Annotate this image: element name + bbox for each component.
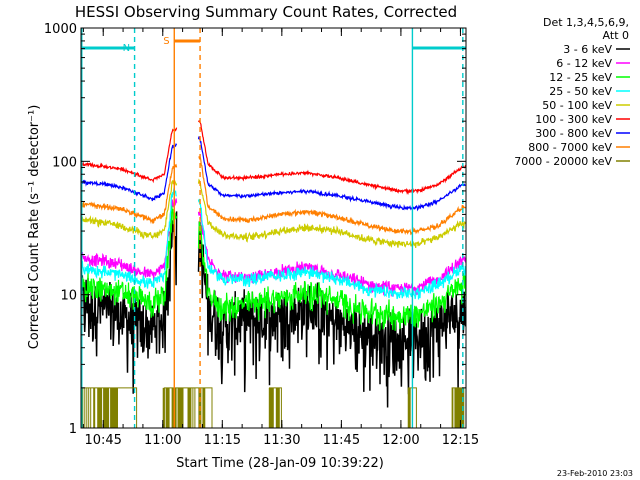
series-50-100-kev-line — [81, 177, 466, 248]
series-12-25-kev-line — [81, 205, 467, 331]
y-tick-label-100: 100 — [52, 155, 77, 170]
legend-label-3-6-kev: 3 - 6 keV — [563, 43, 612, 56]
x-axis-label: Start Time (28-Jan-09 10:39:22) — [176, 456, 384, 471]
night-label: N — [123, 43, 130, 54]
series-25-50-kev-line — [81, 187, 467, 300]
legend-label-50-100-kev: 50 - 100 keV — [542, 99, 612, 112]
plot-frame — [80, 27, 467, 429]
y-tick-label-10: 10 — [60, 289, 77, 304]
x-tick-label-1145: 11:45 — [323, 433, 360, 448]
footer-date: 23-Feb-2010 23:03 — [557, 469, 633, 478]
x-tick-label-1100: 11:00 — [144, 433, 181, 448]
saa-label: S — [163, 36, 169, 47]
x-tick-label-1045: 10:45 — [84, 433, 121, 448]
legend-header-line-2: Att 0 — [603, 29, 629, 42]
legend-label-100-300-kev: 100 - 300 keV — [535, 113, 612, 126]
x-tick-label-1215: 12:15 — [442, 433, 479, 448]
legend-label-300-800-kev: 300 - 800 keV — [535, 127, 612, 140]
series-800-7000-kev-line — [81, 155, 466, 236]
legend-label-7000-20000-kev: 7000 - 20000 keV — [514, 155, 612, 168]
y-tick-label-1000: 1000 — [44, 22, 77, 37]
y-tick-label-1: 1 — [69, 422, 77, 437]
chart-title: HESSI Observing Summary Count Rates, Cor… — [75, 3, 457, 21]
legend-label-12-25-kev: 12 - 25 keV — [549, 71, 612, 84]
series-100-300-kev-line — [81, 119, 467, 196]
legend-label-800-7000-kev: 800 - 7000 keV — [528, 141, 612, 154]
x-tick-label-1115: 11:15 — [204, 433, 241, 448]
y-axis-label: Corrected Count Rate (s⁻¹ detector⁻¹) — [27, 105, 42, 350]
x-tick-label-1130: 11:30 — [263, 433, 300, 448]
legend-header-line-1: Det 1,3,4,5,6,9, — [543, 16, 629, 29]
series-7000-20000-kev-spikes — [82, 387, 465, 428]
series-300-800-kev-line — [81, 136, 466, 212]
legend-label-6-12-kev: 6 - 12 keV — [556, 57, 612, 70]
x-tick-label-1200: 12:00 — [382, 433, 419, 448]
plot-area: N S 1 10 100 1000 10:45 11:00 11:15 11:30 11:45 12:… — [44, 22, 479, 448]
legend-label-25-50-kev: 25 - 50 keV — [549, 85, 612, 98]
